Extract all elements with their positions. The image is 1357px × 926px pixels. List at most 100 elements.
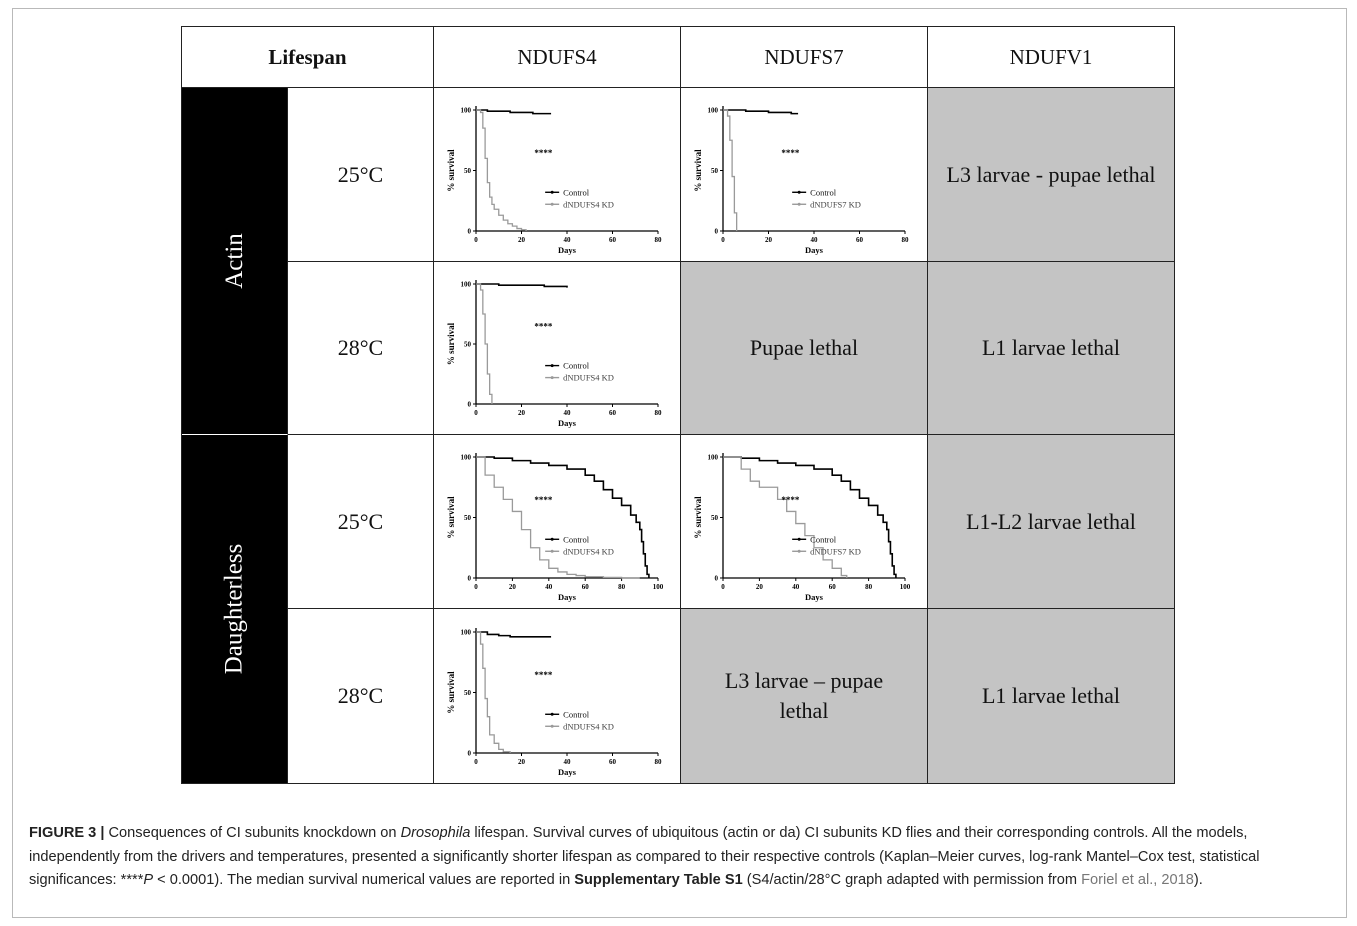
y-tick-label: 50 [711, 167, 719, 175]
significance-stars: **** [534, 148, 553, 158]
temp-actin-28: 28°C [288, 262, 434, 435]
y-tick-label: 100 [461, 107, 472, 115]
driver-actin: Actin [182, 88, 288, 435]
figure-caption: FIGURE 3 | Consequences of CI subunits k… [29, 822, 1329, 893]
outcome-da-28-ndufv1: L1 larvae lethal [928, 609, 1174, 783]
y-tick-label: 50 [464, 167, 472, 175]
outcome-actin-28-ndufs7: Pupae lethal [681, 262, 928, 435]
survival-curve-control [476, 283, 568, 288]
significance-stars: **** [781, 148, 800, 158]
legend-label: Control [563, 534, 590, 544]
plot-cell-actin-25-ndufs7: 0 50 100 0 20 40 60 80 Days % survival **** Control… [681, 88, 928, 262]
header-ndufs7: NDUFS7 [681, 27, 928, 88]
y-tick-label: 50 [464, 341, 472, 349]
y-tick-label: 0 [468, 575, 472, 583]
survival-curve-control [723, 456, 897, 578]
y-tick-label: 100 [708, 454, 719, 462]
x-tick-label: 60 [856, 236, 864, 244]
x-tick-label: 0 [474, 758, 478, 766]
plot-cell-da-28-ndufs4: 0 50 100 0 20 40 60 80 Days % survival **** Control… [434, 609, 681, 783]
x-axis-label: Days [805, 592, 824, 602]
x-tick-label: 20 [756, 583, 764, 591]
y-axis-label: % survival [446, 149, 456, 192]
legend-label: Control [563, 187, 590, 197]
y-tick-label: 0 [468, 749, 472, 757]
x-tick-label: 0 [474, 409, 478, 417]
caption-text: < 0.0001). The median survival numerical… [153, 872, 575, 888]
x-tick-label: 80 [618, 583, 626, 591]
survival-curve-kd [723, 456, 848, 578]
survival-chart: 0 50 100 0 20 40 60 80 Days % survival **** Control… [446, 106, 662, 255]
survival-chart: 0 50 100 0 20 40 60 80 Days % survival **** Control… [446, 280, 662, 428]
caption-text: lifespan. Survival curves of ubiquitous … [29, 825, 1260, 888]
caption-text: Consequences of CI subunits knockdown on [104, 825, 401, 841]
x-tick-label: 40 [564, 758, 572, 766]
legend-marker [550, 376, 554, 380]
survival-curve-control [476, 109, 552, 115]
survival-curve-kd [476, 283, 493, 404]
driver-daughterless: Daughterless [182, 435, 288, 783]
legend-marker [797, 549, 801, 553]
legend-marker [797, 202, 801, 206]
survival-curve-control [476, 630, 552, 638]
survival-chart: 0 50 100 0 20 40 60 80 Days % survival **** Control… [693, 106, 909, 255]
driver-actin-label: Actin [220, 233, 248, 289]
x-tick-label: 20 [518, 758, 526, 766]
driver-daughterless-label: Daughterless [220, 543, 248, 675]
plot-cell-actin-25-ndufs4: 0 50 100 0 20 40 60 80 Days % survival **** Control… [434, 88, 681, 262]
caption-bold-ref: Supplementary Table S1 [574, 872, 743, 888]
x-tick-label: 60 [829, 583, 837, 591]
x-axis-label: Days [805, 245, 824, 255]
significance-stars: **** [534, 322, 553, 332]
survival-chart: 0 50 100 0 20 40 60 80 Days % survival **** Control… [446, 627, 663, 777]
legend-label: dNDUFS4 KD [563, 199, 614, 209]
y-tick-label: 50 [464, 514, 472, 522]
legend-marker [550, 190, 554, 194]
x-tick-label: 60 [609, 236, 617, 244]
temp-da-28: 28°C [288, 609, 434, 783]
x-axis-label: Days [558, 767, 577, 777]
y-axis-label: % survival [446, 322, 456, 365]
y-tick-label: 0 [468, 228, 472, 236]
header-ndufs4: NDUFS4 [434, 27, 681, 88]
outcome-da-28-ndufs7: L3 larvae – pupae lethal [681, 609, 928, 783]
x-tick-label: 60 [609, 758, 617, 766]
y-tick-label: 0 [468, 401, 472, 409]
x-tick-label: 100 [900, 583, 911, 591]
y-tick-label: 0 [715, 228, 719, 236]
survival-curve-kd [723, 109, 738, 231]
legend-label: Control [810, 534, 837, 544]
legend-marker [550, 549, 554, 553]
legend-label: dNDUFS4 KD [563, 373, 614, 383]
legend-marker [797, 190, 801, 194]
x-tick-label: 20 [518, 409, 526, 417]
x-tick-label: 0 [474, 236, 478, 244]
survival-curve-kd [476, 456, 640, 579]
plot-cell-actin-28-ndufs4: 0 50 100 0 20 40 60 80 Days % survival **** Control… [434, 262, 681, 435]
caption-label: FIGURE 3 | [29, 825, 105, 841]
x-tick-label: 40 [564, 236, 572, 244]
legend-label: Control [563, 361, 590, 371]
x-tick-label: 0 [721, 583, 725, 591]
x-tick-label: 80 [655, 758, 663, 766]
y-tick-label: 0 [715, 575, 719, 583]
x-tick-label: 60 [582, 583, 590, 591]
x-tick-label: 40 [545, 583, 553, 591]
legend-marker [550, 712, 554, 716]
temp-da-25: 25°C [288, 435, 434, 609]
significance-stars: **** [781, 495, 800, 505]
x-axis-label: Days [558, 418, 577, 428]
survival-curve-kd [476, 109, 527, 231]
y-tick-label: 50 [464, 689, 472, 697]
y-tick-label: 100 [708, 107, 719, 115]
x-axis-label: Days [558, 245, 577, 255]
caption-text: (S4/actin/28°C graph adapted with permis… [742, 872, 1082, 888]
caption-text: ). [1193, 872, 1203, 888]
x-tick-label: 20 [518, 236, 526, 244]
citation-link[interactable]: Foriel et al., 2018 [1081, 872, 1194, 888]
survival-chart: 0 50 100 0 20 40 60 80 100 Days % survival **** Cont… [693, 453, 911, 602]
outcome-da-25-ndufv1: L1-L2 larvae lethal [928, 435, 1174, 609]
legend-marker [550, 724, 554, 728]
x-tick-label: 20 [509, 583, 517, 591]
legend-marker [550, 202, 554, 206]
